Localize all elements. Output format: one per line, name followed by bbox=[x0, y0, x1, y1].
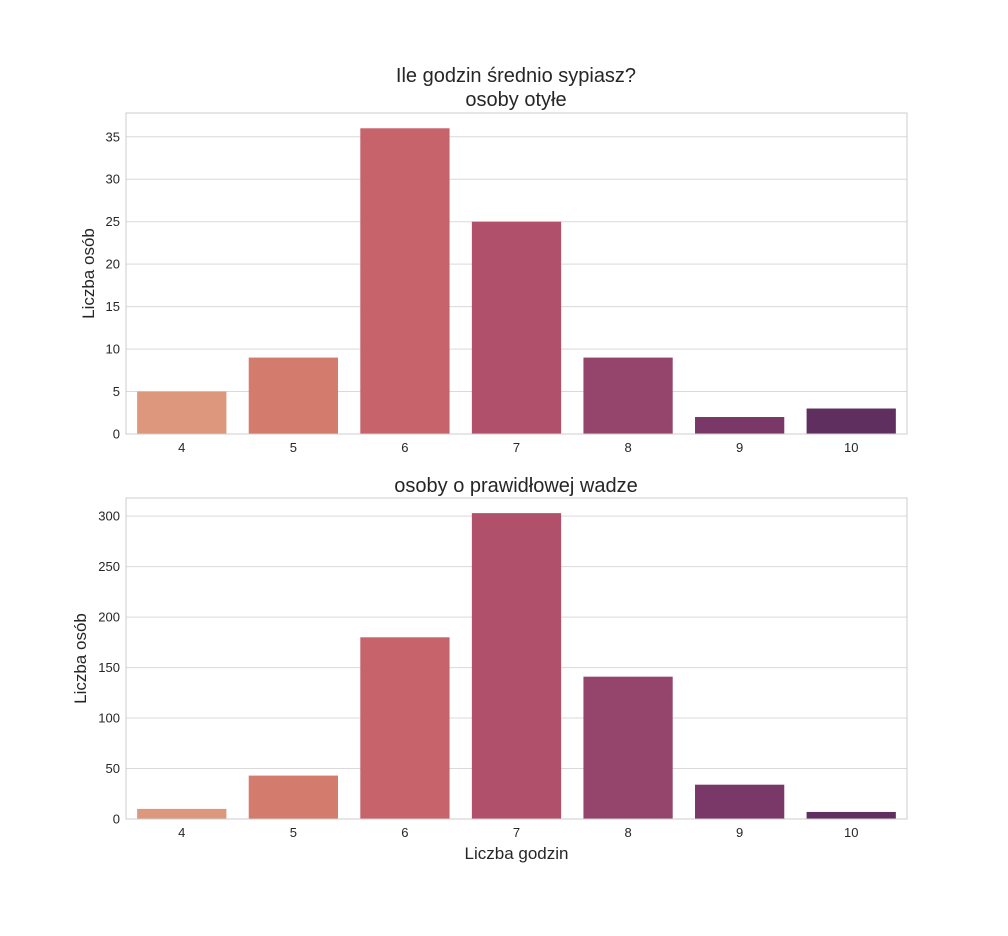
bar bbox=[806, 408, 896, 434]
x-tick-label: 8 bbox=[624, 440, 631, 455]
plot-frame bbox=[125, 112, 908, 435]
y-tick-label: 300 bbox=[98, 509, 120, 524]
y-axis-label: Liczba osób bbox=[71, 613, 90, 704]
y-tick-label: 30 bbox=[106, 172, 120, 187]
bar bbox=[137, 391, 227, 434]
x-tick-label: 6 bbox=[401, 825, 408, 840]
bar bbox=[360, 128, 450, 435]
x-tick-label: 6 bbox=[401, 440, 408, 455]
plot-frame bbox=[125, 497, 908, 820]
x-tick-label: 8 bbox=[624, 825, 631, 840]
y-tick-label: 5 bbox=[113, 384, 120, 399]
x-tick-label: 9 bbox=[736, 440, 743, 455]
y-tick-label: 250 bbox=[98, 559, 120, 574]
y-tick-label: 50 bbox=[106, 761, 120, 776]
x-tick-label: 7 bbox=[513, 825, 520, 840]
figure-suptitle: Ile godzin średnio sypiasz? bbox=[396, 65, 636, 87]
chart-normal-weight-title: osoby o prawidłowej wadze bbox=[394, 475, 637, 497]
y-tick-label: 35 bbox=[106, 129, 120, 144]
chart-obese-title: osoby otyłe bbox=[465, 89, 566, 111]
x-tick-label: 7 bbox=[513, 440, 520, 455]
y-tick-label: 0 bbox=[113, 427, 120, 442]
y-tick-label: 15 bbox=[106, 299, 120, 314]
chart-obese: osoby otyłe 0 5 10 15 20 25 30 35 4 5 6 7 8 9 10 Liczba… bbox=[79, 89, 908, 455]
bar bbox=[137, 808, 227, 819]
bar bbox=[248, 357, 338, 434]
x-tick-label: 5 bbox=[290, 440, 297, 455]
chart-normal-weight: osoby o prawidłowej wadze 0 50 100 150 200 25… bbox=[71, 475, 908, 863]
y-tick-label: 0 bbox=[113, 812, 120, 827]
bar bbox=[471, 513, 562, 819]
bar bbox=[583, 357, 673, 434]
bar bbox=[471, 221, 562, 434]
x-axis-label: Liczba godzin bbox=[465, 844, 569, 863]
y-tick-label: 10 bbox=[106, 342, 120, 357]
x-tick-label: 10 bbox=[844, 825, 858, 840]
bar bbox=[248, 775, 338, 819]
bar bbox=[695, 417, 785, 434]
x-tick-label: 5 bbox=[290, 825, 297, 840]
bar bbox=[806, 811, 896, 819]
y-tick-label: 100 bbox=[98, 711, 120, 726]
bar bbox=[695, 784, 785, 819]
bar bbox=[583, 676, 673, 819]
x-tick-label: 4 bbox=[178, 440, 185, 455]
y-tick-label: 20 bbox=[106, 257, 120, 272]
y-tick-label: 200 bbox=[98, 610, 120, 625]
bar bbox=[360, 637, 450, 819]
x-tick-label: 4 bbox=[178, 825, 185, 840]
y-tick-label: 150 bbox=[98, 660, 120, 675]
x-tick-label: 10 bbox=[844, 440, 858, 455]
x-tick-label: 9 bbox=[736, 825, 743, 840]
y-tick-label: 25 bbox=[106, 214, 120, 229]
y-axis-label: Liczba osób bbox=[79, 228, 98, 319]
